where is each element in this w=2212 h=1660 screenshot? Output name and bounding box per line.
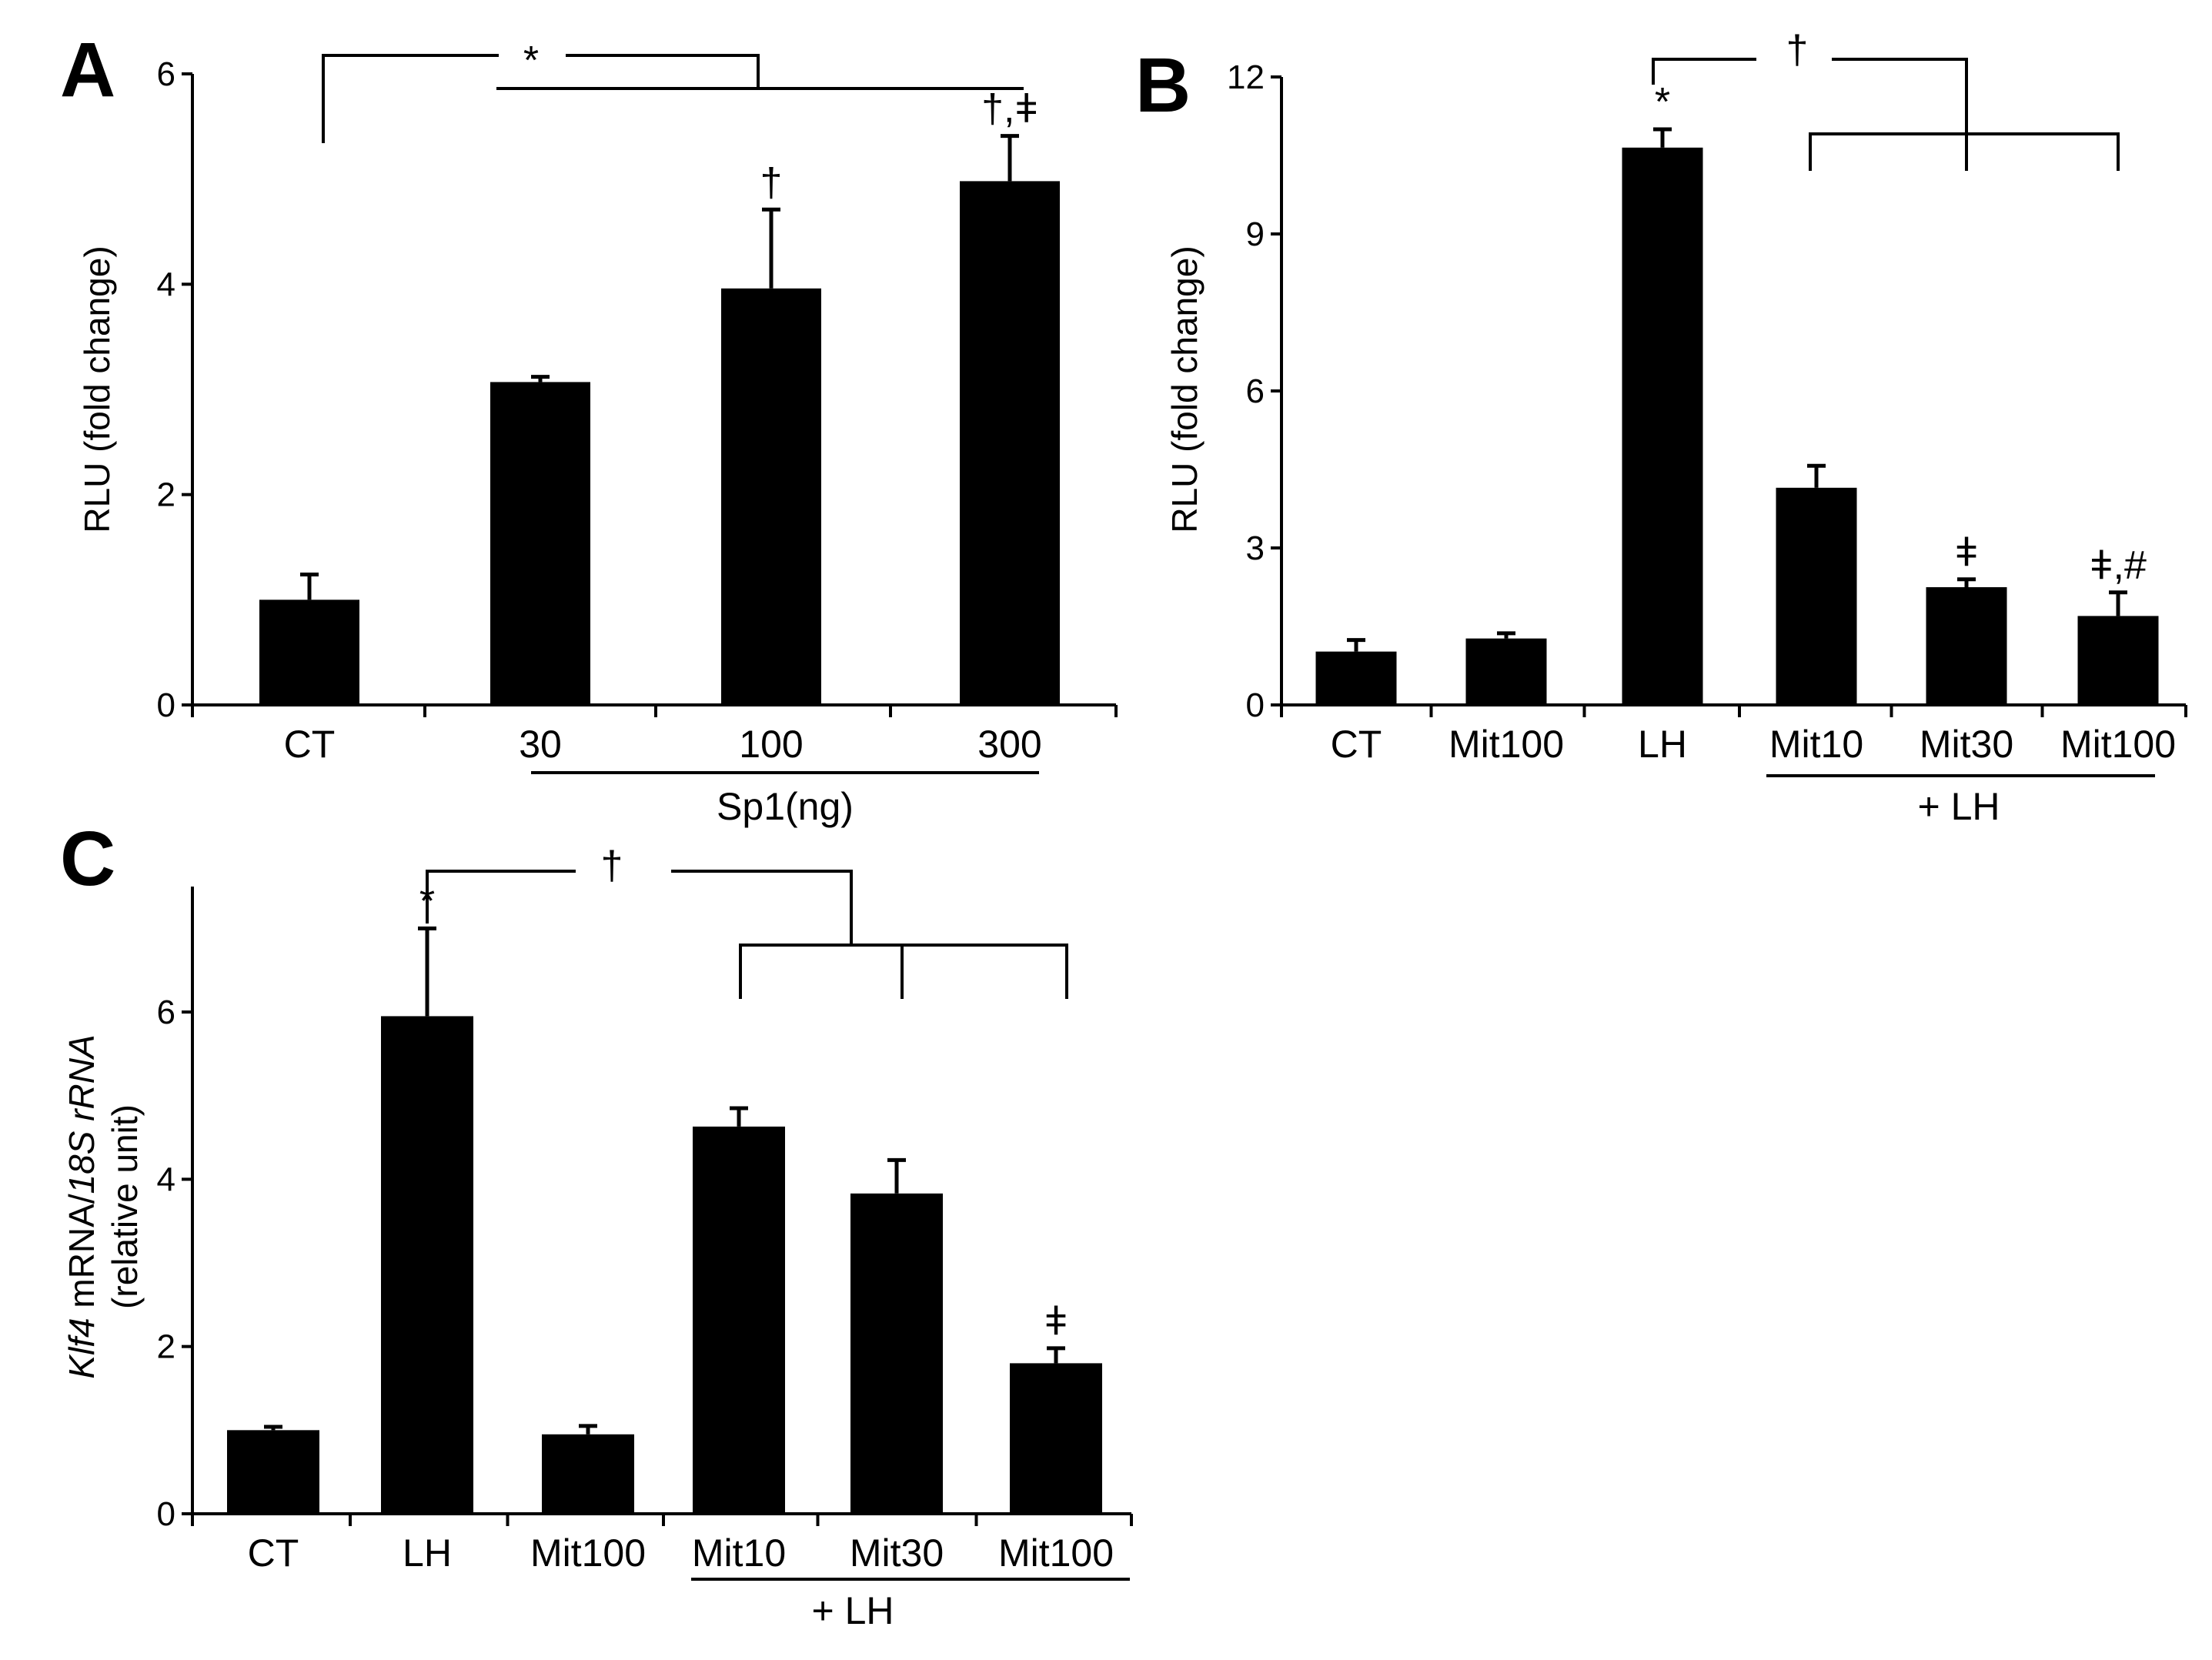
bracket-b-span — [1809, 132, 2120, 171]
bracket-mark-c: † — [601, 843, 623, 888]
significance-mark: ǂ,# — [2090, 543, 2147, 588]
bar — [259, 600, 359, 705]
y-tick-label: 2 — [157, 476, 175, 514]
y-axis-label: Klf4 mRNA/18S rRNA — [62, 1034, 102, 1378]
group-label: + LH — [811, 1589, 894, 1632]
bar — [693, 1126, 785, 1514]
x-category-label: Mit100 — [998, 1531, 1114, 1575]
x-category-label: Mit100 — [2060, 723, 2176, 766]
x-category-label: Mit100 — [530, 1531, 646, 1575]
bar — [490, 382, 590, 705]
y-tick-label: 0 — [1246, 686, 1265, 724]
group-label: + LH — [1917, 785, 2000, 828]
x-category-label: CT — [1331, 723, 1382, 766]
y-tick-label: 3 — [1246, 529, 1265, 567]
bar — [381, 1016, 473, 1514]
x-category-label: Mit30 — [1920, 723, 2013, 766]
x-category-label: LH — [1638, 723, 1687, 766]
bracket-b-left — [1652, 58, 1756, 85]
x-category-label: LH — [403, 1531, 452, 1575]
y-tick-label: 0 — [157, 686, 175, 724]
bracket-c-right — [671, 870, 853, 945]
panel-label: C — [60, 816, 115, 902]
bracket-a-left — [322, 54, 499, 143]
y-tick-label: 0 — [157, 1495, 175, 1533]
x-category-label: 100 — [739, 723, 803, 766]
y-axis-label: RLU (fold change) — [1164, 245, 1205, 533]
bar — [1010, 1363, 1102, 1514]
y-tick-label: 4 — [157, 266, 175, 303]
bar — [542, 1434, 634, 1514]
bracket-a-right — [566, 54, 760, 89]
x-category-label: 30 — [519, 723, 562, 766]
bracket-c-left — [426, 870, 576, 924]
y-tick-label: 4 — [157, 1161, 175, 1198]
bracket-mark-b: † — [1786, 28, 1809, 72]
x-category-label: Mit10 — [692, 1531, 786, 1575]
x-category-label: Mit100 — [1448, 723, 1564, 766]
significance-mark: ǂ — [1955, 530, 1978, 575]
bar — [960, 181, 1060, 705]
x-category-label: Mit30 — [850, 1531, 944, 1575]
y-axis-label: RLU (fold change) — [77, 245, 117, 533]
bar — [1776, 487, 1857, 705]
bar — [1465, 638, 1547, 705]
y-tick-label: 2 — [157, 1328, 175, 1366]
bracket-b-right — [1832, 58, 1968, 134]
significance-mark: * — [1655, 80, 1670, 125]
bar — [1622, 147, 1703, 706]
y-axis-label-unit: (relative unit) — [105, 1104, 145, 1309]
y-axis-label-mid: mRNA/ — [62, 1194, 102, 1318]
bar — [850, 1193, 943, 1514]
bracket-mark-a: * — [523, 38, 539, 83]
y-tick-label: 12 — [1227, 58, 1265, 96]
bar — [1926, 587, 2007, 705]
group-label: Sp1(ng) — [717, 785, 854, 828]
bar — [227, 1430, 319, 1514]
y-tick-label: 6 — [157, 994, 175, 1031]
panel-a: A 0 2 4 6 CT 30 100 † 300 †,ǂ Sp1(ng) RLU (fold chan… — [60, 27, 1118, 828]
y-axis-label-gene: Klf4 — [62, 1318, 102, 1378]
y-axis-label-ref: 18S rRNA — [62, 1034, 102, 1194]
y-tick-label: 6 — [157, 55, 175, 93]
panel-label: B — [1135, 42, 1191, 129]
bar — [721, 288, 821, 705]
significance-mark: ǂ — [1044, 1299, 1068, 1344]
bar — [2077, 616, 2159, 705]
panel-b: B 0 3 6 9 12 CT Mit100 LH * Mit10 Mit30 ǂ Mit100 ǂ,# + … — [1135, 28, 2187, 828]
bar — [1315, 651, 1397, 705]
y-tick-label: 6 — [1246, 372, 1265, 410]
x-category-label: CT — [248, 1531, 299, 1575]
significance-mark: †,ǂ — [981, 87, 1038, 132]
x-category-label: Mit10 — [1769, 723, 1863, 766]
panel-label: A — [60, 27, 115, 113]
y-tick-label: 9 — [1246, 215, 1265, 253]
x-category-label: 300 — [977, 723, 1041, 766]
significance-mark: † — [760, 160, 783, 205]
x-category-label: CT — [284, 723, 336, 766]
